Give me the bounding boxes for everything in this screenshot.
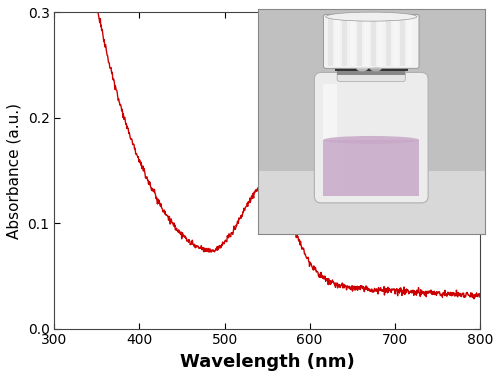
Bar bbox=[258, 9, 485, 171]
Bar bbox=[342, 17, 347, 66]
Bar bbox=[386, 17, 390, 66]
FancyBboxPatch shape bbox=[314, 73, 428, 203]
Bar bbox=[393, 17, 398, 66]
Bar bbox=[357, 17, 362, 66]
Bar bbox=[350, 17, 354, 66]
Bar bbox=[371, 17, 376, 66]
Bar bbox=[335, 66, 407, 71]
Ellipse shape bbox=[356, 67, 368, 71]
Bar bbox=[378, 17, 384, 66]
Bar bbox=[337, 71, 406, 75]
Bar bbox=[324, 140, 419, 196]
Ellipse shape bbox=[324, 187, 419, 201]
Bar bbox=[364, 17, 369, 66]
Bar bbox=[258, 171, 485, 234]
Y-axis label: Absorbance (a.u.): Absorbance (a.u.) bbox=[7, 102, 22, 239]
FancyBboxPatch shape bbox=[337, 54, 406, 81]
X-axis label: Wavelength (nm): Wavelength (nm) bbox=[180, 353, 354, 371]
Bar bbox=[324, 84, 337, 192]
Ellipse shape bbox=[324, 136, 419, 144]
Bar bbox=[408, 17, 412, 66]
Ellipse shape bbox=[326, 12, 417, 21]
Bar bbox=[328, 17, 333, 66]
Bar bbox=[400, 17, 405, 66]
Bar bbox=[335, 17, 340, 66]
Ellipse shape bbox=[370, 67, 382, 71]
FancyBboxPatch shape bbox=[324, 14, 419, 68]
